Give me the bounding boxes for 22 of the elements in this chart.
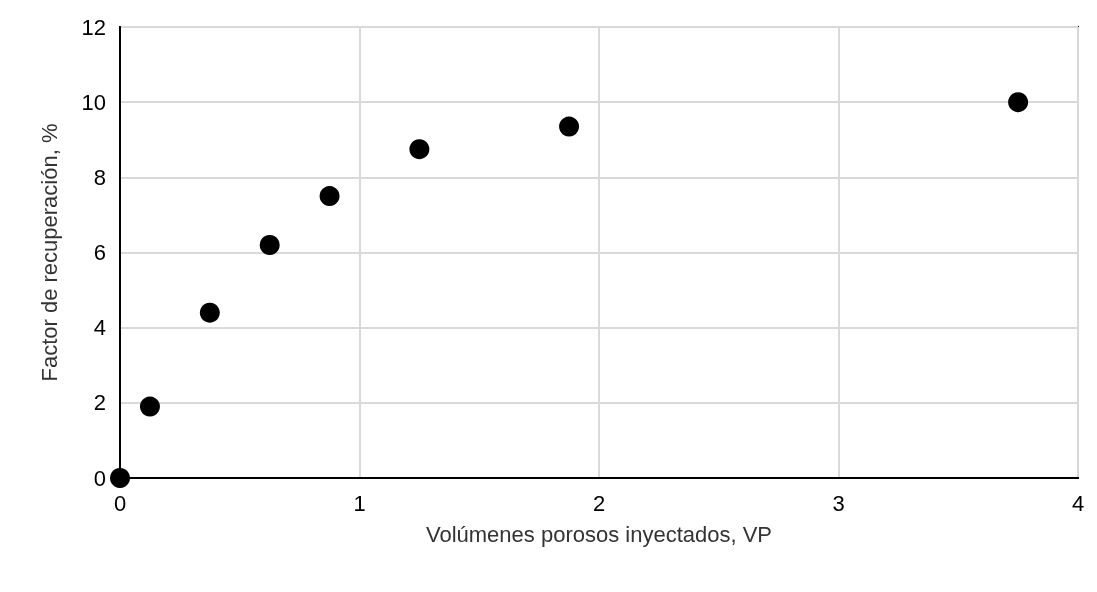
y-tick-label: 2: [93, 390, 106, 416]
point: [259, 234, 280, 255]
point: [199, 302, 220, 323]
point: [319, 186, 340, 207]
point: [1008, 92, 1029, 113]
y-tick-label: 10: [81, 89, 106, 115]
x-tick-label: 3: [832, 490, 845, 516]
y-tick-label: 4: [93, 315, 106, 341]
x-axis-title: Volúmenes porosos inyectados, VP: [425, 521, 773, 547]
point: [110, 468, 130, 488]
x-tick-label: 2: [592, 490, 606, 516]
x-tick-label: 1: [353, 490, 366, 516]
y-axis-title: Factor de recuperación, %: [36, 123, 62, 382]
point: [139, 396, 160, 417]
y-tick-label: 12: [81, 14, 106, 40]
point: [409, 139, 430, 160]
y-tick-label: 6: [93, 240, 106, 265]
y-tick-label: 0: [93, 465, 106, 491]
point: [559, 116, 580, 137]
y-tick-label: 8: [93, 164, 106, 190]
x-tick-label: 0: [113, 490, 127, 516]
x-tick-label: 4: [1071, 490, 1085, 516]
